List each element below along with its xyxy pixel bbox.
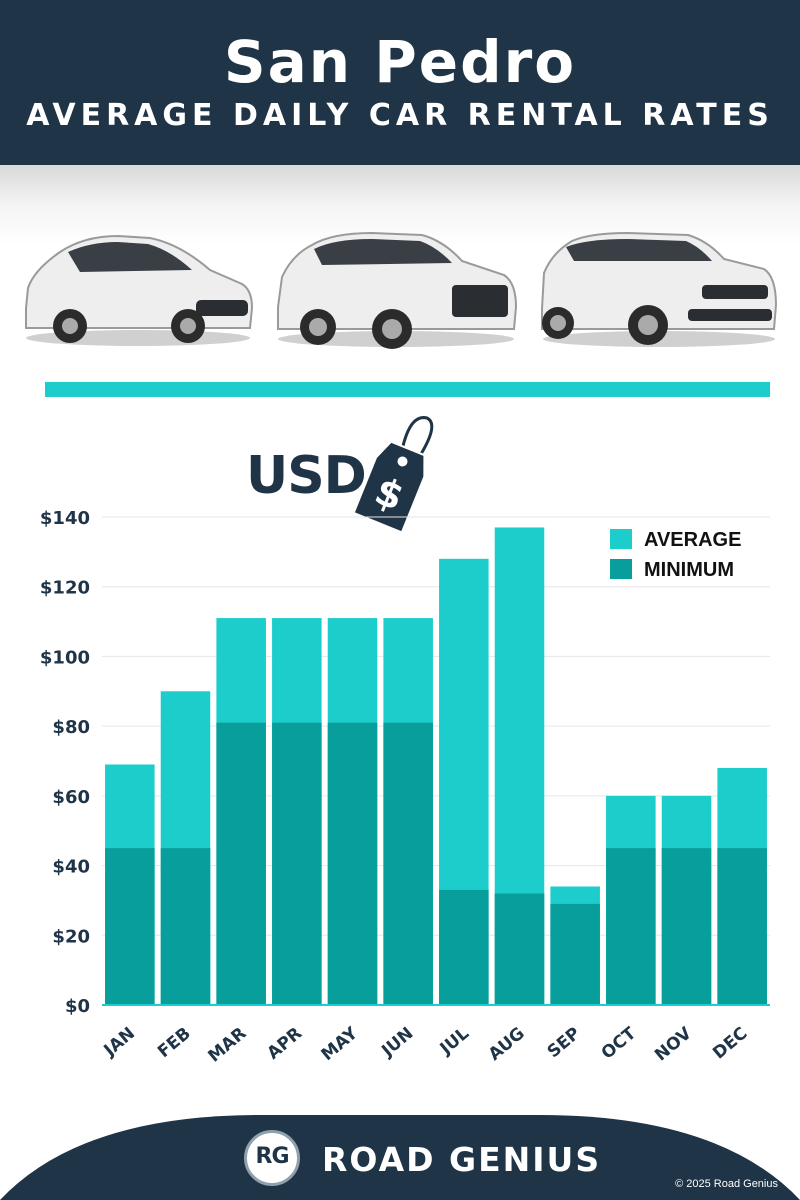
page-subtitle: AVERAGE DAILY CAR RENTAL RATES: [26, 98, 774, 133]
x-tick-label: FEB: [154, 1024, 195, 1063]
y-tick-label: $0: [65, 996, 90, 1017]
road-genius-logo: [244, 1130, 300, 1186]
x-tick-label: JAN: [100, 1024, 139, 1062]
bar-minimum: [105, 848, 155, 1005]
page-title: San Pedro: [223, 28, 577, 96]
x-tick-label: MAY: [318, 1023, 363, 1065]
copyright-text: © 2025 Road Genius: [675, 1178, 778, 1190]
legend-swatch: [610, 529, 632, 549]
x-tick-label: OCT: [598, 1023, 641, 1063]
divider-rule: [45, 382, 770, 397]
bar-minimum: [160, 848, 211, 1005]
bar-minimum: [606, 848, 656, 1005]
luxury-suv-car-icon: [541, 231, 778, 347]
brand-name: ROAD GENIUS: [322, 1140, 602, 1179]
x-tick-label: SEP: [544, 1024, 585, 1063]
price-tag-icon: $: [352, 416, 434, 534]
cars-banner: [0, 165, 800, 365]
legend-swatch: [610, 559, 632, 579]
x-tick-label: MAR: [204, 1024, 250, 1067]
bar-minimum: [550, 903, 600, 1005]
bar-minimum: [439, 889, 489, 1005]
y-tick-label: $120: [40, 578, 90, 599]
x-tick-label: APR: [264, 1024, 307, 1064]
bar-minimum: [661, 848, 712, 1005]
currency-label: USD: [246, 446, 367, 506]
y-tick-label: $140: [40, 508, 90, 529]
bar-minimum: [216, 722, 266, 1005]
legend-label: MINIMUM: [644, 559, 734, 581]
x-tick-label: JUN: [377, 1024, 417, 1062]
x-tick-label: NOV: [651, 1023, 696, 1065]
bar-minimum: [494, 893, 545, 1005]
header-banner: San Pedro AVERAGE DAILY CAR RENTAL RATES: [0, 0, 800, 165]
y-tick-label: $100: [40, 647, 90, 668]
y-tick-label: $60: [52, 787, 90, 808]
bar-chart: $0 $20 $40 $60 $80 $100 $120 $140 JAN FEB MAR APR MA…: [40, 508, 770, 1067]
suv-car-icon: [277, 231, 518, 349]
bar-minimum: [272, 722, 322, 1005]
hatchback-car-icon: [25, 234, 254, 346]
footer-banner: [0, 1115, 800, 1200]
x-tick-label: AUG: [485, 1024, 529, 1065]
bar-minimum: [383, 722, 433, 1005]
y-tick-label: $20: [52, 926, 90, 947]
legend-label: AVERAGE: [644, 529, 741, 551]
bar-minimum: [717, 848, 767, 1005]
y-tick-label: $80: [52, 717, 90, 738]
road-genius-logo-text: RG: [255, 1144, 290, 1169]
bar-minimum: [327, 722, 378, 1005]
y-tick-label: $40: [52, 857, 90, 878]
x-tick-label: JUL: [436, 1023, 473, 1059]
x-tick-label: DEC: [709, 1024, 751, 1064]
